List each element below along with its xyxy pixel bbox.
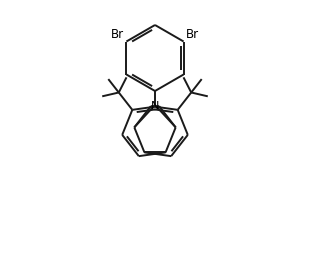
Text: Br: Br — [186, 28, 199, 41]
Text: Br: Br — [111, 28, 124, 41]
Text: N: N — [151, 101, 159, 111]
